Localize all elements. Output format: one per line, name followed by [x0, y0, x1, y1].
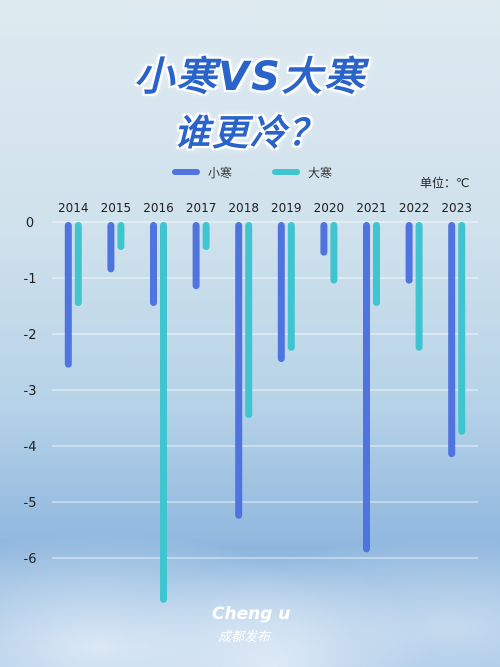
legend-label-xiaohan: 小寒	[208, 165, 233, 180]
y-tick-label: -1	[24, 272, 37, 287]
x-tick-label: 2015	[101, 201, 132, 215]
y-tick-label: -5	[24, 496, 37, 511]
frost-background	[0, 467, 500, 667]
bar-xiaohan-2019	[277, 222, 285, 362]
legend-swatch-xiaohan	[172, 169, 200, 175]
y-tick-label: -3	[24, 384, 37, 399]
bar-xiaohan-2015	[107, 222, 115, 273]
legend-label-dahan: 大寒	[308, 165, 333, 180]
bar-xiaohan-2022	[405, 222, 413, 284]
bar-dahan-2021	[373, 222, 380, 306]
y-tick-label: -6	[24, 552, 37, 567]
logo-line2: 成都发布	[218, 630, 271, 645]
y-tick-label: -2	[24, 328, 37, 343]
logo: Cheng u 成都发布	[212, 604, 290, 645]
x-tick-label: 2017	[186, 201, 217, 215]
bar-dahan-2022	[415, 222, 423, 351]
bar-dahan-2015	[117, 222, 125, 250]
x-tick-label: 2023	[441, 201, 472, 215]
title-line2: 谁更冷？	[173, 113, 326, 154]
bar-xiaohan-2016	[150, 222, 157, 306]
x-tick-label: 2018	[228, 201, 259, 215]
x-tick-label: 2020	[314, 201, 345, 215]
bar-xiaohan-2021	[363, 222, 370, 553]
title-line1: 小寒VS大寒	[134, 54, 366, 100]
y-tick-label: 0	[26, 216, 34, 231]
legend-swatch-dahan	[272, 169, 300, 175]
bar-xiaohan-2023	[448, 222, 456, 458]
x-tick-label: 2021	[356, 201, 387, 215]
bar-xiaohan-2014	[64, 222, 72, 368]
bar-dahan-2016	[160, 222, 167, 603]
bar-xiaohan-2018	[235, 222, 243, 519]
x-tick-label: 2016	[143, 201, 174, 215]
bar-dahan-2014	[74, 222, 82, 306]
x-tick-label: 2022	[399, 201, 430, 215]
bar-dahan-2020	[330, 222, 338, 284]
unit-label: 单位：℃	[420, 176, 470, 190]
bar-xiaohan-2017	[192, 222, 200, 290]
legend-item-dahan: 大寒	[272, 163, 332, 181]
bar-dahan-2017	[202, 222, 210, 250]
y-tick-label: -4	[24, 440, 37, 455]
x-tick-label: 2014	[58, 201, 89, 215]
logo-line1: Cheng u	[212, 604, 291, 624]
bar-xiaohan-2020	[320, 222, 328, 256]
bar-dahan-2018	[245, 222, 253, 418]
bar-dahan-2023	[458, 222, 466, 435]
legend-item-xiaohan: 小寒	[172, 163, 232, 181]
x-tick-label: 2019	[271, 201, 302, 215]
bar-dahan-2019	[287, 222, 295, 351]
